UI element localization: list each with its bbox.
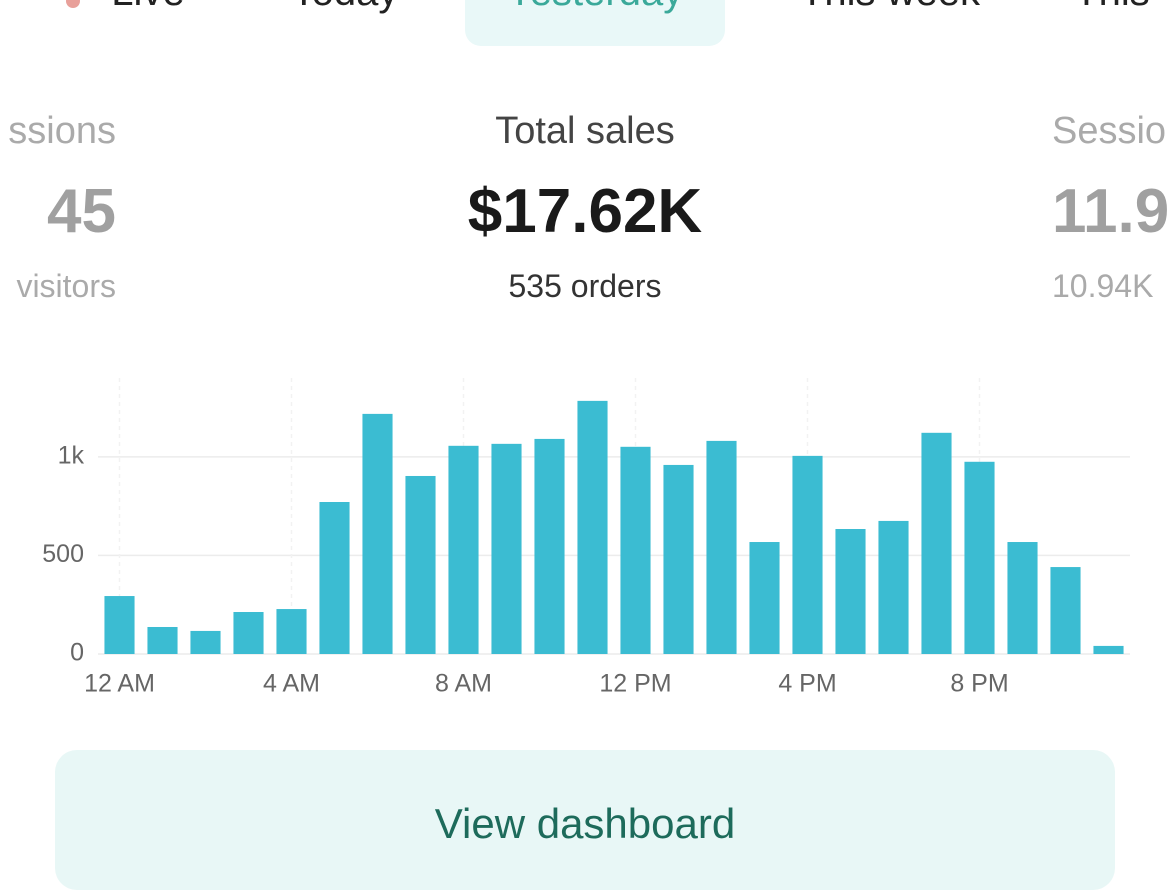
bar xyxy=(620,446,651,654)
bar xyxy=(1050,567,1081,654)
x-tick-label: 8 PM xyxy=(950,670,1008,698)
bar xyxy=(878,520,909,654)
bar xyxy=(104,596,135,654)
view-dashboard-button[interactable]: View dashboard xyxy=(55,750,1115,890)
bar xyxy=(663,464,694,654)
tab[interactable]: This xyxy=(1074,0,1150,15)
bar xyxy=(319,502,350,654)
bar xyxy=(706,440,737,654)
bar xyxy=(1093,645,1124,654)
x-tick-label: 12 AM xyxy=(84,670,155,698)
metric-value: 45 xyxy=(47,177,116,246)
tab[interactable]: Yesterday xyxy=(507,0,683,15)
tab[interactable]: Live xyxy=(111,0,184,15)
metric-value: $17.62K xyxy=(467,177,703,246)
metric-value: 11.9 xyxy=(1052,177,1170,246)
screen: {"tabs": ["Live", "Today", "Yesterday", … xyxy=(8,0,1170,890)
bar xyxy=(1007,542,1038,654)
y-tick-label: 500 xyxy=(42,540,84,568)
bar xyxy=(190,630,221,654)
y-tick-label: 1k xyxy=(58,441,85,469)
bar xyxy=(835,529,866,654)
bar xyxy=(921,432,952,654)
tab[interactable]: Today xyxy=(292,0,399,15)
chart: 0 500 1k 12 AM 4 AM 8 AM 12 PM 4 PM 8 PM xyxy=(42,378,1130,698)
selected-tab-background xyxy=(465,0,725,46)
bar xyxy=(362,413,393,654)
bar xyxy=(147,626,178,654)
bar xyxy=(233,612,264,654)
x-tick-label: 12 PM xyxy=(599,670,671,698)
bar xyxy=(276,609,307,654)
metric-label: Total sales xyxy=(495,110,675,152)
metric-sub: 10.94K xyxy=(1052,268,1154,304)
bar xyxy=(964,461,995,654)
bar xyxy=(749,542,780,654)
bar xyxy=(534,438,565,654)
bar xyxy=(448,445,479,654)
x-tick-label: 8 AM xyxy=(435,670,492,698)
y-tick-label: 0 xyxy=(70,639,84,667)
metric-label: Sessio xyxy=(1052,110,1167,152)
bar xyxy=(405,475,436,654)
x-tick-label: 4 PM xyxy=(778,670,836,698)
x-tick-label: 4 AM xyxy=(263,670,320,698)
metric-sub: 535 orders xyxy=(508,268,662,304)
metric-label: ssions xyxy=(8,110,116,152)
tab[interactable]: This week xyxy=(800,0,980,15)
metric-sub: visitors xyxy=(16,268,116,304)
button-label[interactable]: View dashboard xyxy=(434,800,736,847)
bar xyxy=(491,443,522,654)
bar xyxy=(577,400,608,654)
live-dot xyxy=(66,0,80,8)
bar xyxy=(792,455,823,654)
